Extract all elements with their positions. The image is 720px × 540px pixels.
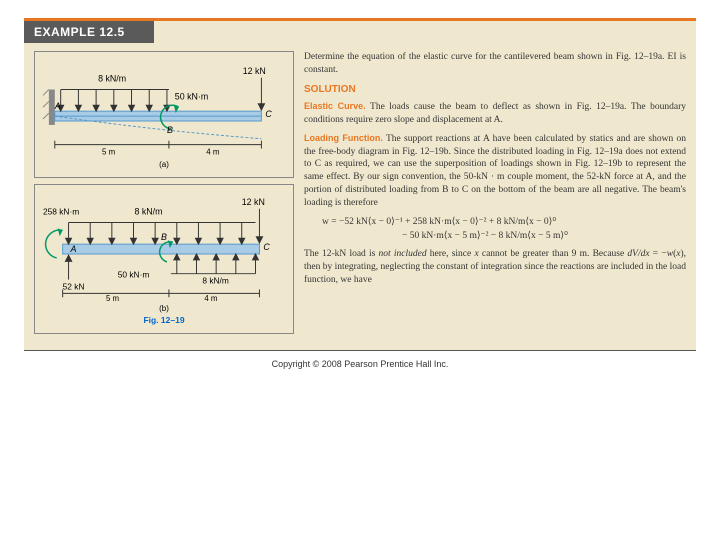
w-label: 8 kN/m xyxy=(98,74,126,84)
diagram-a: 8 kN/m 50 kN·m 12 kN A B xyxy=(34,51,294,178)
span1-b: 5 m xyxy=(106,295,120,302)
ra-label: 52 kN xyxy=(63,282,85,292)
example-panel: EXAMPLE 12.5 xyxy=(24,18,696,351)
p-label: 12 kN xyxy=(243,66,266,76)
span2-b: 4 m xyxy=(204,295,218,302)
label-a: A xyxy=(54,101,61,111)
content-area: 8 kN/m 50 kN·m 12 kN A B xyxy=(24,43,696,344)
moment-b-label: 50 kN·m xyxy=(118,270,150,280)
span1: 5 m xyxy=(102,147,116,156)
diag-a-tag: (a) xyxy=(41,160,287,169)
loading-head: Loading Function. xyxy=(304,133,383,143)
page: EXAMPLE 12.5 xyxy=(0,0,720,387)
p-label-b: 12 kN xyxy=(242,197,265,207)
example-header: EXAMPLE 12.5 xyxy=(24,21,154,43)
copyright: Copyright © 2008 Pearson Prentice Hall I… xyxy=(24,359,696,369)
closing-para: The 12-kN load is not included here, sin… xyxy=(304,248,686,286)
elastic-head: Elastic Curve. xyxy=(304,101,366,111)
equation-block: w = −52 kN⟨x − 0⟩⁻¹ + 258 kN·m⟨x − 0⟩⁻² … xyxy=(322,215,686,244)
label-c-b: C xyxy=(263,242,270,252)
text-column: Determine the equation of the elastic cu… xyxy=(304,51,686,340)
diagram-a-svg: 8 kN/m 50 kN·m 12 kN A B xyxy=(41,60,287,158)
fig-caption: Fig. 12–19 xyxy=(41,315,287,325)
label-a-b: A xyxy=(70,244,77,254)
w-label-b: 8 kN/m xyxy=(134,207,162,217)
label-c: C xyxy=(265,109,272,119)
elastic-curve-para: Elastic Curve. The loads cause the beam … xyxy=(304,100,686,127)
diagram-b-svg: 258 kN·m xyxy=(41,193,287,301)
loading-para: Loading Function. The support reactions … xyxy=(304,132,686,210)
span2: 4 m xyxy=(206,147,220,156)
label-b: B xyxy=(167,125,173,135)
label-b-b: B xyxy=(161,233,167,243)
diagram-column: 8 kN/m 50 kN·m 12 kN A B xyxy=(34,51,294,340)
eq-line1: w = −52 kN⟨x − 0⟩⁻¹ + 258 kN·m⟨x − 0⟩⁻² … xyxy=(322,215,686,229)
eq-line2: − 50 kN·m⟨x − 5 m⟩⁻² − 8 kN/m⟨x − 5 m⟩⁰ xyxy=(322,229,686,243)
diagram-b: 258 kN·m xyxy=(34,184,294,333)
w-bottom-label: 8 kN/m xyxy=(202,276,229,286)
loading-text: The support reactions at A have been cal… xyxy=(304,134,686,208)
moment-a: 258 kN·m xyxy=(43,207,79,217)
moment-label: 50 kN·m xyxy=(175,91,208,101)
solution-heading: SOLUTION xyxy=(304,83,686,97)
problem-statement: Determine the equation of the elastic cu… xyxy=(304,51,686,77)
diag-b-tag: (b) xyxy=(41,304,287,313)
